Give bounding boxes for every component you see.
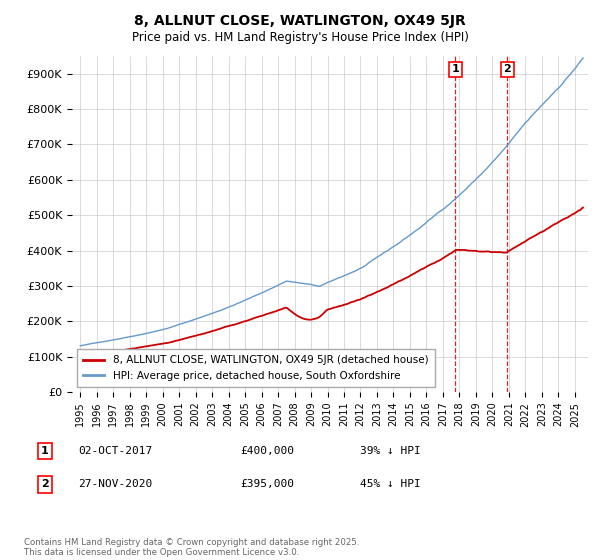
Text: 8, ALLNUT CLOSE, WATLINGTON, OX49 5JR: 8, ALLNUT CLOSE, WATLINGTON, OX49 5JR bbox=[134, 14, 466, 28]
Text: 27-NOV-2020: 27-NOV-2020 bbox=[78, 479, 152, 489]
Text: £400,000: £400,000 bbox=[240, 446, 294, 456]
Text: 1: 1 bbox=[41, 446, 49, 456]
Text: 1: 1 bbox=[451, 64, 459, 74]
Text: 2: 2 bbox=[41, 479, 49, 489]
Legend: 8, ALLNUT CLOSE, WATLINGTON, OX49 5JR (detached house), HPI: Average price, deta: 8, ALLNUT CLOSE, WATLINGTON, OX49 5JR (d… bbox=[77, 349, 434, 387]
Text: 2: 2 bbox=[503, 64, 511, 74]
Text: Price paid vs. HM Land Registry's House Price Index (HPI): Price paid vs. HM Land Registry's House … bbox=[131, 31, 469, 44]
Text: 02-OCT-2017: 02-OCT-2017 bbox=[78, 446, 152, 456]
Text: 39% ↓ HPI: 39% ↓ HPI bbox=[360, 446, 421, 456]
Text: Contains HM Land Registry data © Crown copyright and database right 2025.
This d: Contains HM Land Registry data © Crown c… bbox=[24, 538, 359, 557]
Text: 45% ↓ HPI: 45% ↓ HPI bbox=[360, 479, 421, 489]
Text: £395,000: £395,000 bbox=[240, 479, 294, 489]
